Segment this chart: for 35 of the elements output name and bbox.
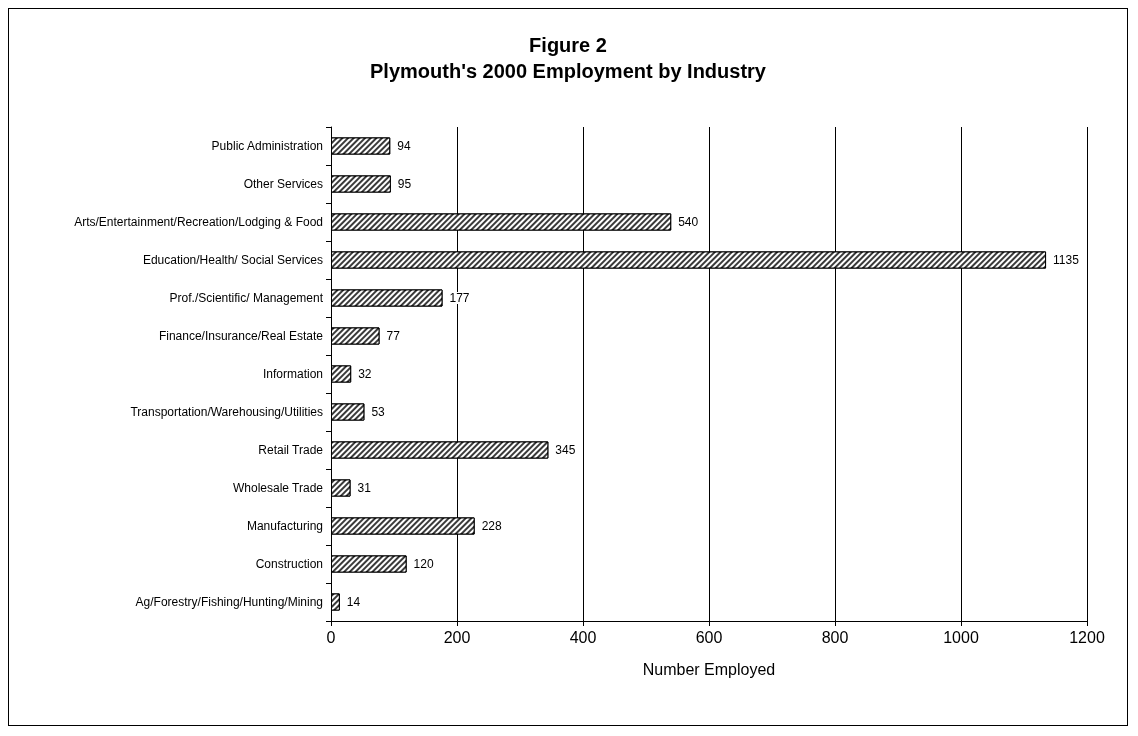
y-tick-label: Other Services: [243, 177, 323, 191]
x-tick-label: 200: [443, 628, 471, 646]
y-tick-label: Transportation/Warehousing/Utilities: [130, 405, 323, 419]
y-tick-label: Information: [262, 367, 323, 381]
data-label: 177: [449, 291, 470, 305]
data-label: 95: [397, 177, 412, 191]
y-tick-label: Manufacturing: [246, 519, 323, 533]
y-tick-label: Prof./Scientific/ Management: [169, 291, 324, 305]
data-label: 32: [358, 367, 372, 381]
data-label: 120: [413, 557, 434, 571]
y-tick-label: Construction: [255, 557, 323, 571]
data-label: 540: [678, 215, 699, 229]
x-tick-label: 600: [695, 628, 723, 646]
y-tick-label: Ag/Forestry/Fishing/Hunting/Mining: [135, 595, 323, 609]
x-tick-label: 0: [326, 628, 336, 646]
x-axis-title: Number Employed: [642, 660, 776, 678]
x-tick-label: 1000: [943, 628, 979, 646]
y-tick-label: Education/Health/ Social Services: [142, 253, 323, 267]
x-tick-label: 800: [821, 628, 849, 646]
y-tick-label: Public Administration: [211, 139, 323, 153]
y-tick-label: Wholesale Trade: [232, 481, 324, 495]
data-label: 1135: [1053, 253, 1080, 267]
x-tick-label: 400: [569, 628, 597, 646]
data-label: 31: [357, 481, 372, 495]
data-label: 94: [397, 139, 411, 153]
data-label: 345: [555, 443, 576, 457]
data-label: 228: [481, 519, 502, 533]
data-label: 14: [346, 595, 361, 609]
y-tick-label: Retail Trade: [258, 443, 324, 457]
y-tick-label: Finance/Insurance/Real Estate: [158, 329, 324, 343]
data-label: 77: [386, 329, 401, 343]
x-tick-label: 1200: [1069, 628, 1105, 646]
chart-title: Figure 2 Plymouth's 2000 Employment by Industry: [370, 34, 767, 82]
data-label: 53: [371, 405, 386, 419]
y-tick-label: Arts/Entertainment/Recreation/Lodging & Food: [74, 215, 323, 229]
